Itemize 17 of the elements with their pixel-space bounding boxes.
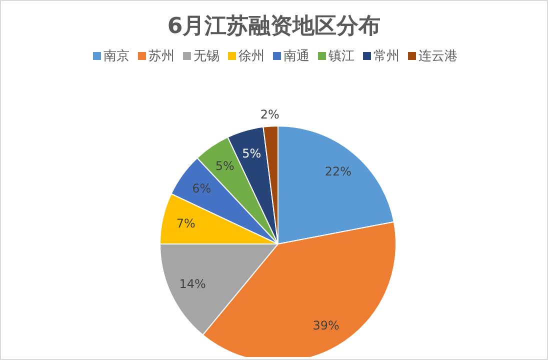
data-label: 39%: [312, 318, 340, 332]
legend-label: 连云港: [418, 48, 458, 65]
legend-label: 苏州: [148, 48, 174, 65]
chart-title: 6月江苏融资地区分布: [166, 13, 382, 41]
legend-label: 南京: [102, 48, 130, 65]
legend-label: 常州: [372, 48, 400, 65]
data-label: 6%: [192, 182, 212, 196]
legend-label: 徐州: [238, 48, 264, 65]
data-label: 22%: [324, 164, 352, 178]
legend-label: 南通: [282, 48, 310, 65]
data-label: 5%: [242, 146, 262, 160]
data-label: 2%: [260, 107, 280, 122]
data-label: 5%: [215, 158, 234, 173]
legend-label: 无锡: [192, 48, 220, 65]
legend-label: 镇江: [328, 48, 354, 65]
data-label: 7%: [176, 216, 196, 230]
data-label: 14%: [179, 277, 206, 292]
